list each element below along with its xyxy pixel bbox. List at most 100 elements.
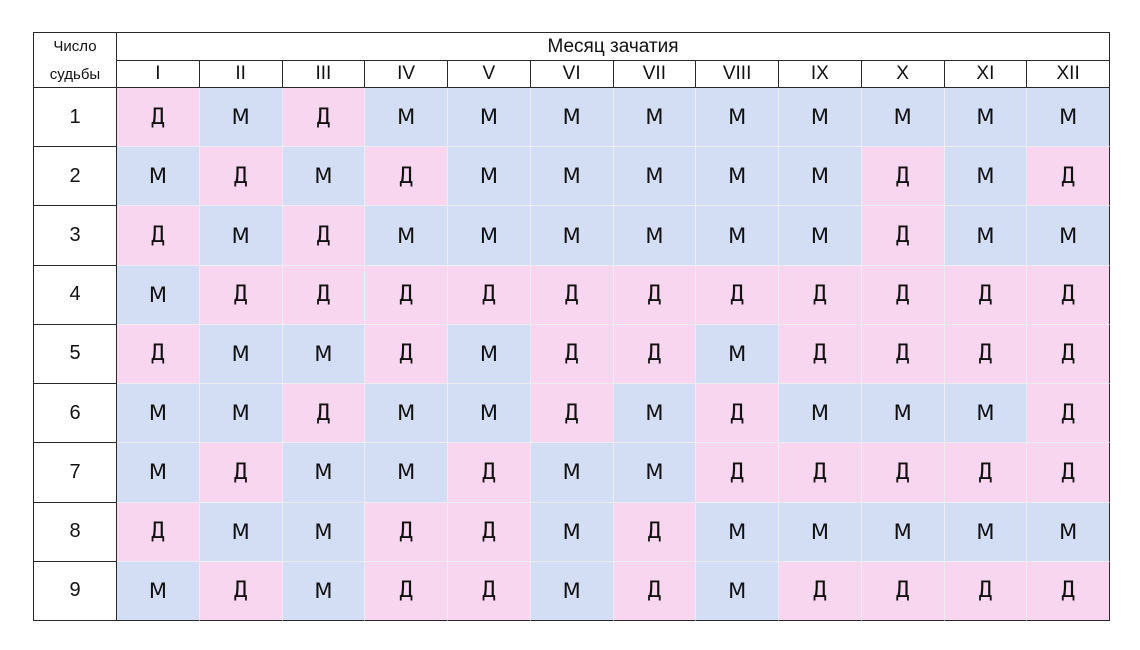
cell-value: М — [810, 401, 829, 426]
table-cell: Д — [613, 324, 697, 385]
month-header: IX — [779, 61, 862, 88]
table-cell: М — [696, 502, 779, 562]
cell-value: М — [562, 460, 581, 485]
table-cell: Д — [613, 265, 697, 325]
table-cell: М — [779, 88, 862, 148]
table-cell: М — [282, 147, 366, 207]
cell-value: М — [976, 519, 995, 544]
month-header: VII — [613, 61, 697, 88]
table-cell: Д — [365, 502, 448, 562]
table-cell: Д — [117, 206, 200, 266]
cell-value: Д — [1061, 459, 1075, 485]
month-header: X — [861, 61, 945, 88]
cell-value: М — [314, 164, 333, 189]
cell-value: Д — [813, 459, 827, 485]
cell-value: Д — [1061, 400, 1075, 426]
month-header: I — [117, 61, 200, 88]
table-cell: М — [282, 324, 366, 385]
cell-value: М — [645, 401, 664, 426]
cell-value: М — [479, 223, 498, 248]
cell-value: М — [1059, 519, 1078, 544]
cell-value: Д — [896, 341, 910, 367]
destiny-number: 8 — [33, 502, 117, 562]
table-cell: Д — [696, 265, 779, 325]
cell-value: М — [231, 105, 250, 130]
destiny-number: 9 — [33, 561, 117, 621]
table-cell: М — [530, 502, 614, 562]
table-cell: М — [117, 147, 200, 207]
destiny-number: 2 — [33, 147, 117, 207]
month-header: V — [448, 61, 531, 88]
table-cell: М — [613, 384, 697, 444]
cell-value: Д — [978, 341, 992, 367]
cell-value: Д — [399, 519, 413, 545]
cell-value: Д — [896, 578, 910, 604]
table-cell: Д — [696, 443, 779, 503]
cell-value: М — [645, 164, 664, 189]
cell-value: Д — [399, 282, 413, 308]
table-cell: Д — [944, 265, 1028, 325]
table-cell: Д — [1027, 324, 1110, 385]
conception-table: Число судьбы Месяц зачатия I II III IV V VI VI… — [33, 32, 1110, 621]
month-header: III — [282, 61, 366, 88]
table-cell: Д — [282, 265, 366, 325]
table-cell: М — [1027, 206, 1110, 266]
cell-value: Д — [730, 400, 744, 426]
table-cell: Д — [1027, 443, 1110, 503]
cell-value: М — [479, 105, 498, 130]
cell-value: Д — [316, 282, 330, 308]
cell-value: Д — [151, 519, 165, 545]
destiny-number: 3 — [33, 206, 117, 266]
table-cell: М — [365, 443, 448, 503]
table-cell: М — [530, 561, 614, 621]
cell-value: Д — [813, 341, 827, 367]
table-cell: Д — [282, 88, 366, 148]
cell-value: М — [314, 341, 333, 366]
table-cell: М — [861, 88, 945, 148]
cell-value: Д — [151, 341, 165, 367]
table-cell: М — [779, 384, 862, 444]
cell-value: М — [810, 105, 829, 130]
cell-value: М — [645, 223, 664, 248]
table-cell: Д — [861, 561, 945, 621]
table-cell: Д — [779, 443, 862, 503]
month-header: VI — [530, 61, 614, 88]
table-cell: М — [365, 206, 448, 266]
cell-value: М — [645, 460, 664, 485]
cell-value: М — [148, 460, 167, 485]
cell-value: М — [976, 401, 995, 426]
cell-value: Д — [482, 519, 496, 545]
cell-value: М — [397, 460, 416, 485]
cell-value: М — [314, 578, 333, 603]
cell-value: Д — [316, 223, 330, 249]
table-cell: М — [282, 502, 366, 562]
cell-value: М — [728, 105, 747, 130]
table-cell: Д — [613, 561, 697, 621]
table-cell: М — [613, 206, 697, 266]
row-header-line-1: Число — [53, 38, 97, 55]
cell-value: М — [810, 223, 829, 248]
table-cell: М — [944, 206, 1028, 266]
cell-value: М — [1059, 223, 1078, 248]
table-cell: М — [365, 384, 448, 444]
table-cell: Д — [861, 443, 945, 503]
table-cell: М — [779, 206, 862, 266]
month-header: II — [199, 61, 283, 88]
table-cell: Д — [530, 384, 614, 444]
table-cell: М — [117, 384, 200, 444]
table-cell: М — [117, 561, 200, 621]
table-cell: М — [117, 265, 200, 325]
table-cell: М — [199, 88, 283, 148]
table-cell: Д — [448, 443, 531, 503]
table-cell: Д — [448, 502, 531, 562]
table-cell: М — [779, 147, 862, 207]
cell-value: М — [479, 401, 498, 426]
cell-value: М — [148, 401, 167, 426]
table-cell: М — [199, 206, 283, 266]
table-cell: Д — [1027, 147, 1110, 207]
cell-value: М — [231, 341, 250, 366]
cell-value: М — [728, 519, 747, 544]
cell-value: М — [893, 519, 912, 544]
destiny-number: 7 — [33, 443, 117, 503]
cell-value: Д — [1061, 341, 1075, 367]
